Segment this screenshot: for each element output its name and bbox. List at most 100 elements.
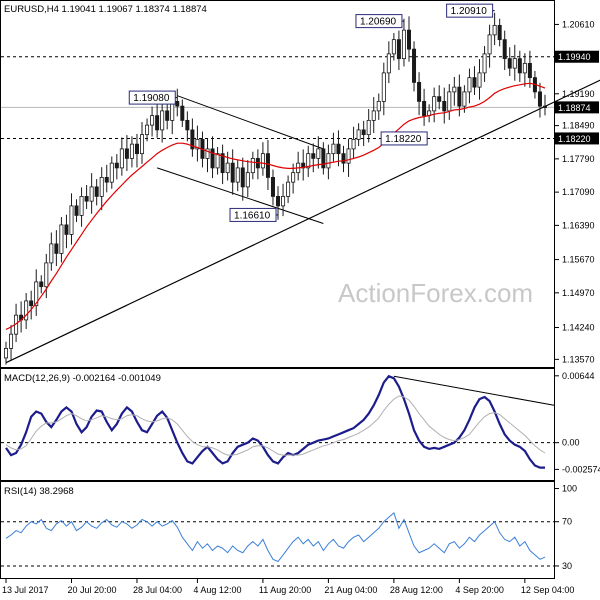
candle-body	[472, 77, 477, 88]
price-tick-label: 1.16390	[562, 220, 595, 230]
candle-body	[129, 143, 134, 159]
price-tick-label: 1.17790	[562, 154, 595, 164]
candle-body	[311, 153, 316, 159]
annotation-label: 1.18220	[385, 134, 422, 145]
candle-body	[316, 148, 321, 159]
candle-body	[457, 86, 462, 107]
current-price-marker	[555, 101, 599, 114]
macd-tick-label: 0.00	[562, 438, 580, 448]
candle-body	[381, 72, 386, 102]
candle-body	[185, 119, 190, 131]
candle-body	[155, 115, 160, 131]
x-tick-label: 20 Jul 20:00	[67, 585, 116, 595]
candle-body	[250, 157, 255, 174]
candle-body	[245, 172, 250, 188]
candle-body	[417, 81, 422, 102]
lower-channel-line	[156, 167, 324, 224]
candle-body	[452, 86, 457, 93]
candle-body	[537, 91, 542, 107]
candle-body	[462, 91, 467, 107]
candle-body	[467, 77, 472, 93]
current-price-label: 1.18874	[558, 103, 591, 113]
macd-tick-label: -0.002574	[562, 464, 600, 474]
rising-trendline	[5, 79, 600, 364]
candle-body	[114, 162, 119, 169]
candle-body	[49, 243, 54, 264]
rsi-line	[5, 512, 546, 563]
price-annotations: 1.19080 1.16610 1.18220 1.20690 1.20910	[128, 3, 495, 222]
candle-body	[371, 110, 376, 121]
candle-body	[9, 333, 14, 349]
candle-body	[190, 129, 195, 150]
price-tick-label: 1.15670	[562, 255, 595, 265]
price-panel-frame	[0, 0, 555, 368]
candle-body	[89, 186, 94, 202]
candle-body	[527, 62, 532, 79]
annotation-label: 1.20690	[360, 17, 397, 28]
watermark: ActionForex.com	[338, 278, 533, 308]
candle-body	[235, 167, 240, 183]
x-tick-label: 21 Aug 04:00	[324, 585, 377, 595]
x-axis: 13 Jul 2017 20 Jul 20:00 28 Jul 04:00 4 Aug…	[2, 579, 574, 595]
candle-body	[291, 172, 296, 183]
candle-body	[376, 100, 381, 112]
x-tick-label: 11 Aug 20:00	[259, 585, 311, 595]
price-level-label: 1.19940	[558, 52, 591, 62]
macd-trendline	[393, 375, 555, 406]
candle-body	[487, 34, 492, 55]
price-tick-label: 1.17090	[562, 187, 595, 197]
candle-body	[517, 58, 522, 74]
price-tick-label: 1.13570	[562, 354, 595, 364]
macd-main-line	[5, 374, 545, 469]
price-tick-label: 1.20610	[562, 19, 595, 29]
x-tick-label: 4 Sep 20:00	[455, 585, 504, 595]
candle-body	[44, 262, 49, 288]
candle-body	[260, 153, 265, 169]
candle-body	[165, 110, 170, 121]
macd-panel-frame	[0, 368, 555, 481]
candle-body	[386, 53, 391, 74]
candle-body	[326, 153, 331, 169]
candle-body	[180, 105, 185, 121]
candle-body	[391, 39, 396, 55]
price-levels	[1, 56, 554, 139]
candle-body	[150, 115, 155, 126]
annotation-box	[355, 14, 403, 29]
annotation-label: 1.16610	[234, 210, 271, 221]
candle-body	[124, 148, 129, 159]
price-tick-label: 1.14240	[562, 323, 595, 333]
price-tick-label: 1.14970	[562, 288, 595, 298]
candle-body	[74, 205, 79, 216]
candle-body	[134, 143, 139, 155]
price-tick-label: 1.19190	[562, 89, 595, 99]
candle-body	[34, 281, 39, 307]
rsi-tick-label: 100	[562, 484, 577, 494]
rsi-panel-frame	[0, 481, 555, 579]
candle-body	[210, 148, 215, 169]
candle-body	[59, 224, 64, 254]
annotation-box	[229, 207, 277, 222]
candle-body	[4, 348, 9, 359]
candle-body	[195, 138, 200, 150]
candle-body	[447, 91, 452, 112]
macd-panel-title: MACD(12,26,9) -0.002164 -0.001049	[4, 373, 161, 384]
candle-body	[543, 105, 548, 108]
candle-body	[270, 176, 275, 197]
candle-body	[225, 162, 230, 174]
candle-body	[412, 48, 417, 83]
candle-body	[422, 100, 427, 117]
candle-body	[24, 300, 29, 321]
candle-body	[230, 162, 235, 183]
candle-body	[39, 281, 44, 288]
candle-body	[346, 148, 351, 164]
x-tick-label: 28 Aug 12:00	[390, 585, 443, 595]
annotation-box	[128, 90, 176, 105]
price-tick-label: 1.18490	[562, 121, 595, 131]
macd-tick-label: 0.00644	[562, 371, 595, 381]
candle-body	[497, 24, 502, 41]
candle-body	[442, 100, 447, 112]
candle-body	[482, 53, 487, 74]
candle-body	[507, 58, 512, 69]
